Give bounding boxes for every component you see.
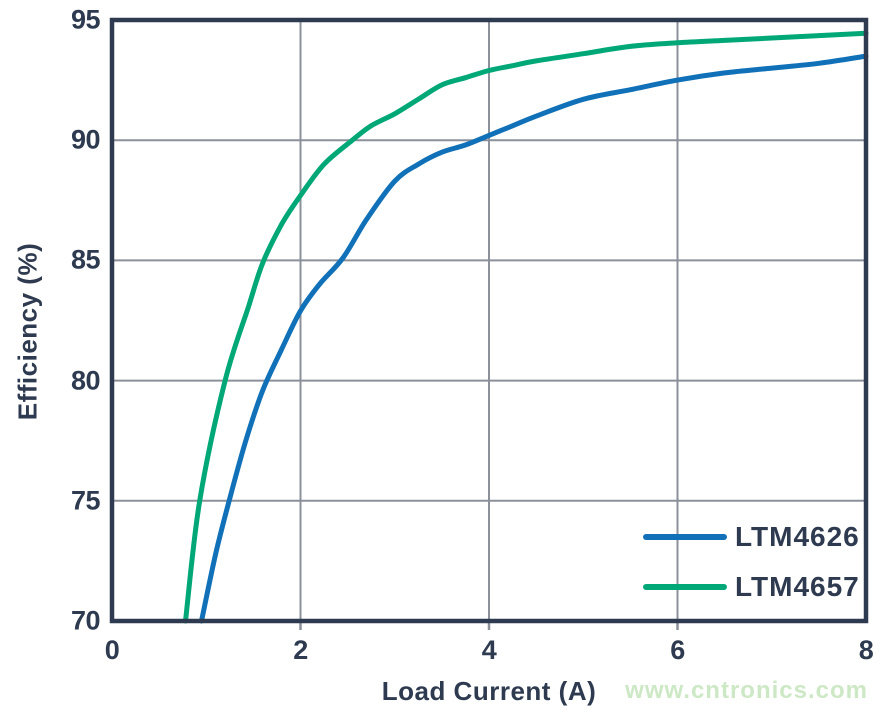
legend: LTM4626 LTM4657 bbox=[643, 512, 860, 612]
series-line-ltm4657 bbox=[183, 30, 869, 624]
y-tick-label: 70 bbox=[70, 605, 101, 636]
x-axis-title: Load Current (A) bbox=[381, 676, 597, 706]
y-tick-label: 85 bbox=[70, 244, 101, 275]
x-tick-label: 4 bbox=[481, 635, 497, 665]
y-axis-title: Efficiency (%) bbox=[12, 242, 43, 421]
legend-line-icon bbox=[643, 584, 727, 590]
y-tick-label: 75 bbox=[70, 485, 101, 516]
watermark: www.cntronics.com bbox=[625, 677, 868, 704]
legend-label: LTM4657 bbox=[735, 571, 860, 602]
y-tick-label: 80 bbox=[70, 365, 101, 396]
x-tick-label: 6 bbox=[670, 635, 685, 665]
legend-label: LTM4626 bbox=[735, 521, 860, 552]
series-line-ltm4626 bbox=[199, 53, 869, 624]
y-tick-label: 90 bbox=[70, 124, 101, 155]
legend-line-icon bbox=[643, 534, 727, 540]
legend-item: LTM4626 bbox=[643, 512, 860, 562]
x-tick-label: 0 bbox=[104, 635, 120, 665]
x-tick-label: 2 bbox=[293, 635, 308, 665]
x-tick-label: 8 bbox=[858, 635, 874, 665]
legend-item: LTM4657 bbox=[643, 562, 860, 612]
y-tick-label: 95 bbox=[70, 4, 101, 35]
